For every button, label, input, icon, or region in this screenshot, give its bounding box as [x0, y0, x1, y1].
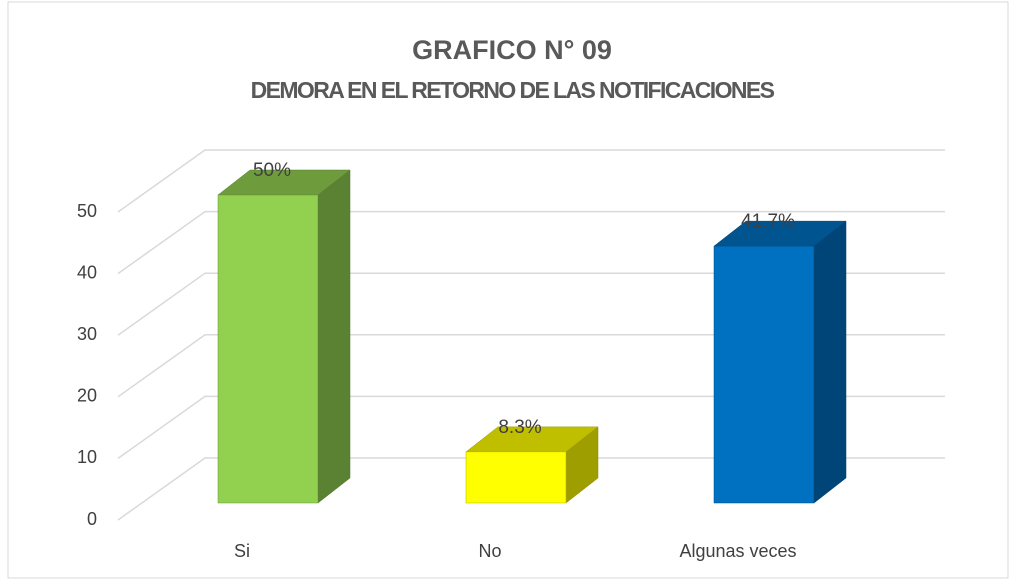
chart-subtitle: DEMORA EN EL RETORNO DE LAS NOTIFICACION… [251, 77, 775, 103]
bar-side [813, 220, 847, 504]
y-tick-label: 50 [77, 201, 97, 221]
grid-line [117, 210, 945, 275]
x-tick-label: No [478, 541, 501, 561]
bar-side [317, 169, 351, 504]
grid-line [117, 149, 945, 213]
bar [465, 451, 567, 504]
x-tick-label: Algunas veces [679, 541, 796, 561]
grid-line [117, 334, 945, 398]
data-label: 50% [253, 160, 291, 181]
y-tick-label: 40 [77, 262, 97, 282]
grid-line [117, 395, 945, 460]
y-tick-label: 0 [87, 509, 97, 529]
grid-line [117, 457, 945, 521]
chart-title: GRAFICO N° 09 [412, 35, 612, 65]
y-tick-label: 30 [77, 324, 97, 344]
y-tick-label: 10 [77, 447, 97, 467]
bar [217, 194, 319, 504]
bar [713, 245, 815, 504]
x-tick-label: Si [234, 541, 250, 561]
data-label: 41.7% [741, 211, 795, 232]
data-label: 8.3% [498, 417, 541, 438]
y-tick-label: 20 [77, 386, 97, 406]
grid-line [117, 272, 945, 336]
